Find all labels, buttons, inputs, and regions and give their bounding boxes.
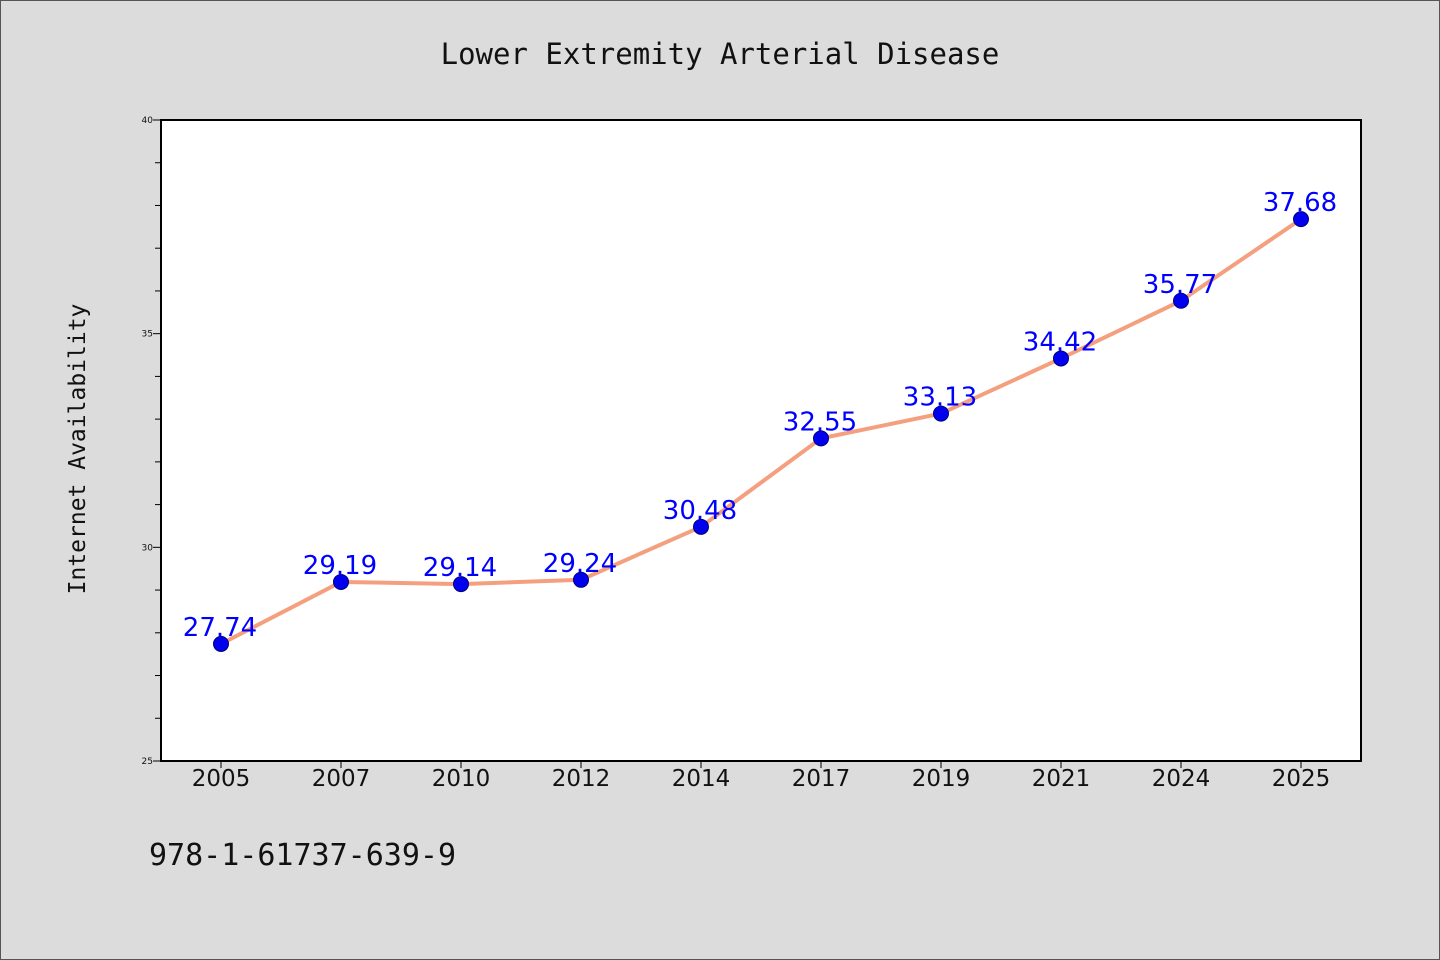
y-tick-label: 40 <box>142 116 154 126</box>
x-axis: 2005 2007 2010 2012 2014 2017 2019 2021 2024 2025 <box>192 761 1331 792</box>
y-tick-label: 35 <box>142 330 153 340</box>
chart-title: Lower Extremity Arterial Disease <box>441 37 1000 71</box>
data-point <box>1293 211 1309 228</box>
data-point <box>333 573 349 590</box>
data-label: 33.13 <box>903 383 977 413</box>
data-point <box>933 405 949 422</box>
x-tick-label: 2019 <box>912 766 971 792</box>
data-label: 29.14 <box>423 553 497 583</box>
x-tick-label: 2025 <box>1272 766 1331 792</box>
series-line <box>219 217 1303 646</box>
x-tick-label: 2012 <box>552 766 611 792</box>
data-label: 35.77 <box>1143 270 1217 300</box>
y-tick-label: 30 <box>142 543 154 553</box>
data-series: 27.74 29.19 29.14 29.24 30.48 32.55 33.13 34.42… <box>183 188 1337 652</box>
data-point <box>213 635 229 652</box>
data-label: 32.55 <box>783 407 857 437</box>
x-tick-label: 2014 <box>672 766 731 792</box>
footer-code: 978-1-61737-639-9 <box>149 838 456 873</box>
data-label: 37.68 <box>1263 188 1337 218</box>
x-tick-label: 2024 <box>1152 766 1211 792</box>
x-tick-label: 2017 <box>792 766 851 792</box>
x-tick-label: 2005 <box>192 766 251 792</box>
data-point <box>453 576 469 593</box>
plot-area <box>160 119 1362 762</box>
x-tick-label: 2010 <box>432 766 491 792</box>
data-point <box>573 571 589 588</box>
y-axis-label: Internet Availability <box>65 304 91 595</box>
data-point <box>693 518 709 535</box>
data-label: 34.42 <box>1023 327 1097 357</box>
data-label: 27.74 <box>183 613 257 643</box>
y-tick-label: 25 <box>142 757 153 767</box>
data-point <box>1053 350 1069 367</box>
data-label: 30.48 <box>663 496 737 526</box>
data-point <box>1173 292 1189 309</box>
y-axis: 25 30 35 40 <box>142 116 161 767</box>
data-label: 29.19 <box>303 551 377 581</box>
x-tick-label: 2007 <box>312 766 371 792</box>
data-point <box>813 430 829 447</box>
data-label: 29.24 <box>543 549 617 579</box>
x-tick-label: 2021 <box>1032 766 1091 792</box>
